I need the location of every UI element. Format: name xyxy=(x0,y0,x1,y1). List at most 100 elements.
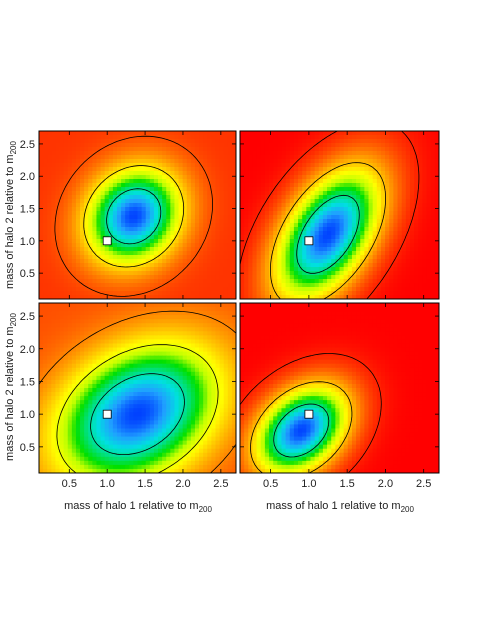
heatmap-cell xyxy=(414,187,419,192)
heatmap-cell xyxy=(145,335,151,341)
heatmap-cell xyxy=(376,271,382,276)
heatmap-cell xyxy=(145,207,151,212)
heatmap-cell xyxy=(145,323,151,328)
heatmap-cell xyxy=(211,291,217,296)
heatmap-cell xyxy=(59,283,65,288)
heatmap-cell xyxy=(293,183,299,188)
heatmap-cell xyxy=(356,203,361,208)
heatmap-cell xyxy=(104,227,110,232)
heatmap-cell xyxy=(63,339,69,345)
heatmap-cell xyxy=(47,307,52,312)
heatmap-cell xyxy=(418,143,424,148)
heatmap-cell xyxy=(227,363,233,369)
heatmap-cell xyxy=(194,163,200,168)
heatmap-cell xyxy=(186,231,192,236)
heatmap-cell xyxy=(92,295,98,299)
heatmap-cell xyxy=(112,243,118,248)
heatmap-cell xyxy=(240,267,245,272)
heatmap-cell xyxy=(356,255,361,260)
heatmap-cell xyxy=(149,243,155,248)
heatmap-cell xyxy=(121,335,126,341)
heatmap-cell xyxy=(166,271,171,276)
heatmap-cell xyxy=(409,219,415,224)
heatmap-cell xyxy=(418,199,424,204)
heatmap-cell xyxy=(162,151,167,156)
heatmap-cell xyxy=(426,251,432,256)
heatmap-cell xyxy=(231,195,236,200)
heatmap-cell xyxy=(231,267,236,272)
heatmap-cell xyxy=(186,359,192,365)
heatmap-cell xyxy=(137,371,143,377)
heatmap-cell xyxy=(112,175,118,180)
heatmap-cell xyxy=(186,199,192,204)
heatmap-cell xyxy=(141,311,147,316)
heatmap-cell xyxy=(182,171,188,176)
heatmap-cell xyxy=(51,351,57,357)
heatmap-cell xyxy=(75,159,81,164)
heatmap-cell xyxy=(401,143,407,148)
heatmap-cell xyxy=(372,275,378,280)
heatmap-cell xyxy=(71,255,77,260)
heatmap-cell xyxy=(293,231,299,236)
heatmap-cell xyxy=(199,323,204,328)
heatmap-cell xyxy=(84,271,89,276)
heatmap-cell xyxy=(186,283,192,288)
heatmap-cell xyxy=(256,151,262,156)
heatmap-cell xyxy=(96,187,102,192)
heatmap-cell xyxy=(360,183,365,188)
heatmap-cell xyxy=(331,211,336,216)
heatmap-cell xyxy=(244,227,249,232)
heatmap-cell xyxy=(227,163,233,168)
heatmap-cell xyxy=(244,191,249,196)
heatmap-cell xyxy=(158,339,163,345)
heatmap-cell xyxy=(339,191,345,196)
heatmap-cell xyxy=(84,315,89,320)
heatmap-cell xyxy=(51,239,57,244)
heatmap-cell xyxy=(418,283,424,288)
heatmap-cell xyxy=(260,183,266,188)
heatmap-cell xyxy=(88,367,93,373)
heatmap-cell xyxy=(100,327,106,332)
heatmap-cell xyxy=(376,167,382,172)
heatmap-cell xyxy=(389,243,394,248)
heatmap-cell xyxy=(380,179,386,184)
heatmap-cell xyxy=(376,279,382,284)
heatmap-cell xyxy=(137,223,143,228)
heatmap-cell xyxy=(96,239,102,244)
heatmap-cell xyxy=(186,251,192,256)
heatmap-cell xyxy=(67,183,73,188)
heatmap-cell xyxy=(55,191,61,196)
heatmap-cell xyxy=(281,167,287,172)
heatmap-cell xyxy=(244,275,249,280)
heatmap-cell xyxy=(203,295,208,299)
heatmap-cell xyxy=(231,295,236,299)
heatmap-cell xyxy=(426,187,432,192)
heatmap-cell xyxy=(422,223,428,228)
heatmap-cell xyxy=(322,151,328,156)
heatmap-cell xyxy=(186,291,192,296)
heatmap-cell xyxy=(322,175,328,180)
heatmap-cell xyxy=(80,175,85,180)
heatmap-cell xyxy=(347,183,353,188)
heatmap-cell xyxy=(269,259,274,264)
heatmap-cell xyxy=(55,355,61,361)
heatmap-cell xyxy=(162,375,167,381)
heatmap-cell xyxy=(240,247,245,252)
heatmap-cell xyxy=(277,235,283,240)
heatmap-cell xyxy=(385,143,390,148)
heatmap-cell xyxy=(141,175,147,180)
heatmap-cell xyxy=(92,371,98,377)
heatmap-cell xyxy=(306,159,312,164)
heatmap-cell xyxy=(100,307,106,312)
heatmap-cell xyxy=(223,331,229,336)
heatmap-cell xyxy=(178,307,184,312)
heatmap-cell xyxy=(207,171,212,176)
heatmap-cell xyxy=(108,207,114,212)
heatmap-cell xyxy=(145,271,151,276)
heatmap-cell xyxy=(256,167,262,172)
heatmap-cell xyxy=(55,147,61,152)
heatmap-cell xyxy=(385,231,390,236)
heatmap-cell xyxy=(211,207,217,212)
heatmap-cell xyxy=(207,247,212,252)
heatmap-cell xyxy=(67,263,73,268)
